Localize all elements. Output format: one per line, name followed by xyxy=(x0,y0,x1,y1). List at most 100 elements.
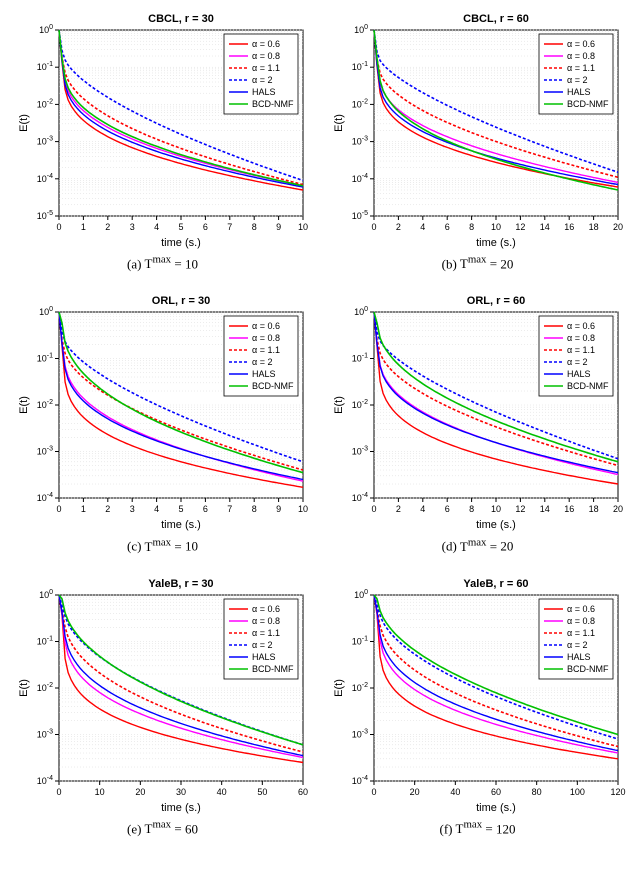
svg-text:4: 4 xyxy=(420,504,425,514)
svg-text:4: 4 xyxy=(154,222,159,232)
svg-text:14: 14 xyxy=(539,222,549,232)
chart-title: ORL, r = 60 xyxy=(466,295,524,307)
caption-tmax-value: 10 xyxy=(185,539,198,554)
legend-label: BCD-NMF xyxy=(252,664,294,674)
svg-text:100: 100 xyxy=(569,787,584,797)
svg-text:40: 40 xyxy=(216,787,226,797)
svg-text:20: 20 xyxy=(409,787,419,797)
svg-text:20: 20 xyxy=(612,222,622,232)
x-axis-label: time (s.) xyxy=(476,519,516,531)
caption-tmax-symbol: Tmax = xyxy=(456,821,496,836)
y-axis-label: E(t) xyxy=(18,114,30,132)
svg-text:10: 10 xyxy=(297,222,307,232)
legend-label: α = 0.8 xyxy=(567,333,595,343)
svg-text:18: 18 xyxy=(588,222,598,232)
svg-text:20: 20 xyxy=(612,504,622,514)
caption-tmax-value: 60 xyxy=(185,821,198,836)
svg-text:6: 6 xyxy=(202,222,207,232)
svg-text:30: 30 xyxy=(175,787,185,797)
y-axis-label: E(t) xyxy=(333,679,345,697)
legend-label: α = 1.1 xyxy=(567,345,595,355)
legend-label: α = 1.1 xyxy=(252,628,280,638)
legend-label: α = 1.1 xyxy=(252,63,280,73)
svg-text:4: 4 xyxy=(420,222,425,232)
caption-tmax-symbol: Tmax = xyxy=(145,256,185,271)
legend-label: BCD-NMF xyxy=(567,99,609,109)
legend-label: α = 2 xyxy=(252,75,272,85)
panel-caption: (f) Tmax = 120 xyxy=(440,819,516,837)
svg-text:10-1: 10-1 xyxy=(36,635,52,646)
svg-text:1: 1 xyxy=(80,504,85,514)
legend-label: HALS xyxy=(567,87,591,97)
legend-label: α = 0.8 xyxy=(252,616,280,626)
legend-label: α = 0.8 xyxy=(252,333,280,343)
svg-text:10-2: 10-2 xyxy=(351,682,367,693)
y-axis-label: E(t) xyxy=(18,679,30,697)
svg-text:0: 0 xyxy=(371,222,376,232)
chart-e: 10-410-310-210-11000102030405060YaleB, r… xyxy=(13,575,313,815)
svg-text:10-4: 10-4 xyxy=(351,775,367,786)
svg-text:5: 5 xyxy=(178,222,183,232)
svg-text:18: 18 xyxy=(588,504,598,514)
panel-caption: (b) Tmax = 20 xyxy=(442,254,514,272)
svg-text:0: 0 xyxy=(56,787,61,797)
legend-label: α = 0.8 xyxy=(567,616,595,626)
panel-c: 10-410-310-210-1100012345678910ORL, r = … xyxy=(10,292,315,554)
legend-label: α = 0.6 xyxy=(567,39,595,49)
svg-text:0: 0 xyxy=(56,222,61,232)
svg-text:16: 16 xyxy=(564,222,574,232)
svg-text:9: 9 xyxy=(276,222,281,232)
svg-text:10-4: 10-4 xyxy=(351,173,367,184)
legend-label: α = 2 xyxy=(567,640,587,650)
svg-text:80: 80 xyxy=(531,787,541,797)
chart-a: 10-510-410-310-210-1100012345678910CBCL,… xyxy=(13,10,313,250)
legend-label: α = 0.8 xyxy=(567,51,595,61)
legend-label: α = 2 xyxy=(252,357,272,367)
legend-label: BCD-NMF xyxy=(567,664,609,674)
chart-b: 10-510-410-310-210-110002468101214161820… xyxy=(328,10,628,250)
svg-text:120: 120 xyxy=(610,787,625,797)
chart-title: ORL, r = 30 xyxy=(151,295,209,307)
caption-prefix: (d) xyxy=(442,539,460,554)
svg-text:10-2: 10-2 xyxy=(351,399,367,410)
svg-text:20: 20 xyxy=(135,787,145,797)
caption-tmax-symbol: Tmax = xyxy=(460,539,500,554)
svg-text:50: 50 xyxy=(257,787,267,797)
caption-tmax-symbol: Tmax = xyxy=(145,539,185,554)
caption-tmax-value: 120 xyxy=(496,821,516,836)
legend-label: α = 0.6 xyxy=(252,321,280,331)
svg-text:9: 9 xyxy=(276,504,281,514)
y-axis-label: E(t) xyxy=(333,396,345,414)
svg-text:10-5: 10-5 xyxy=(36,210,52,221)
legend-label: BCD-NMF xyxy=(252,99,294,109)
svg-text:6: 6 xyxy=(202,504,207,514)
caption-tmax-symbol: Tmax = xyxy=(145,821,185,836)
svg-text:10-2: 10-2 xyxy=(36,399,52,410)
svg-text:6: 6 xyxy=(444,504,449,514)
svg-text:40: 40 xyxy=(450,787,460,797)
legend: α = 0.6α = 0.8α = 1.1α = 2HALSBCD-NMF xyxy=(539,599,613,679)
caption-prefix: (b) xyxy=(442,256,460,271)
panel-a: 10-510-410-310-210-1100012345678910CBCL,… xyxy=(10,10,315,272)
svg-text:8: 8 xyxy=(251,222,256,232)
svg-text:10: 10 xyxy=(490,222,500,232)
svg-text:10-2: 10-2 xyxy=(36,98,52,109)
svg-text:10-4: 10-4 xyxy=(36,173,52,184)
svg-text:0: 0 xyxy=(56,504,61,514)
legend-label: α = 0.8 xyxy=(252,51,280,61)
x-axis-label: time (s.) xyxy=(476,237,516,249)
legend: α = 0.6α = 0.8α = 1.1α = 2HALSBCD-NMF xyxy=(539,34,613,114)
svg-text:10-3: 10-3 xyxy=(351,136,367,147)
svg-text:12: 12 xyxy=(515,504,525,514)
legend-label: BCD-NMF xyxy=(567,381,609,391)
svg-text:16: 16 xyxy=(564,504,574,514)
svg-text:10-2: 10-2 xyxy=(36,682,52,693)
caption-tmax-value: 20 xyxy=(500,539,513,554)
legend: α = 0.6α = 0.8α = 1.1α = 2HALSBCD-NMF xyxy=(224,316,298,396)
panel-f: 10-410-310-210-1100020406080100120YaleB,… xyxy=(325,575,630,837)
legend-label: HALS xyxy=(567,369,591,379)
chart-grid: 10-510-410-310-210-1100012345678910CBCL,… xyxy=(10,10,630,837)
chart-title: CBCL, r = 60 xyxy=(463,13,529,25)
svg-text:10-4: 10-4 xyxy=(36,775,52,786)
svg-text:3: 3 xyxy=(129,222,134,232)
